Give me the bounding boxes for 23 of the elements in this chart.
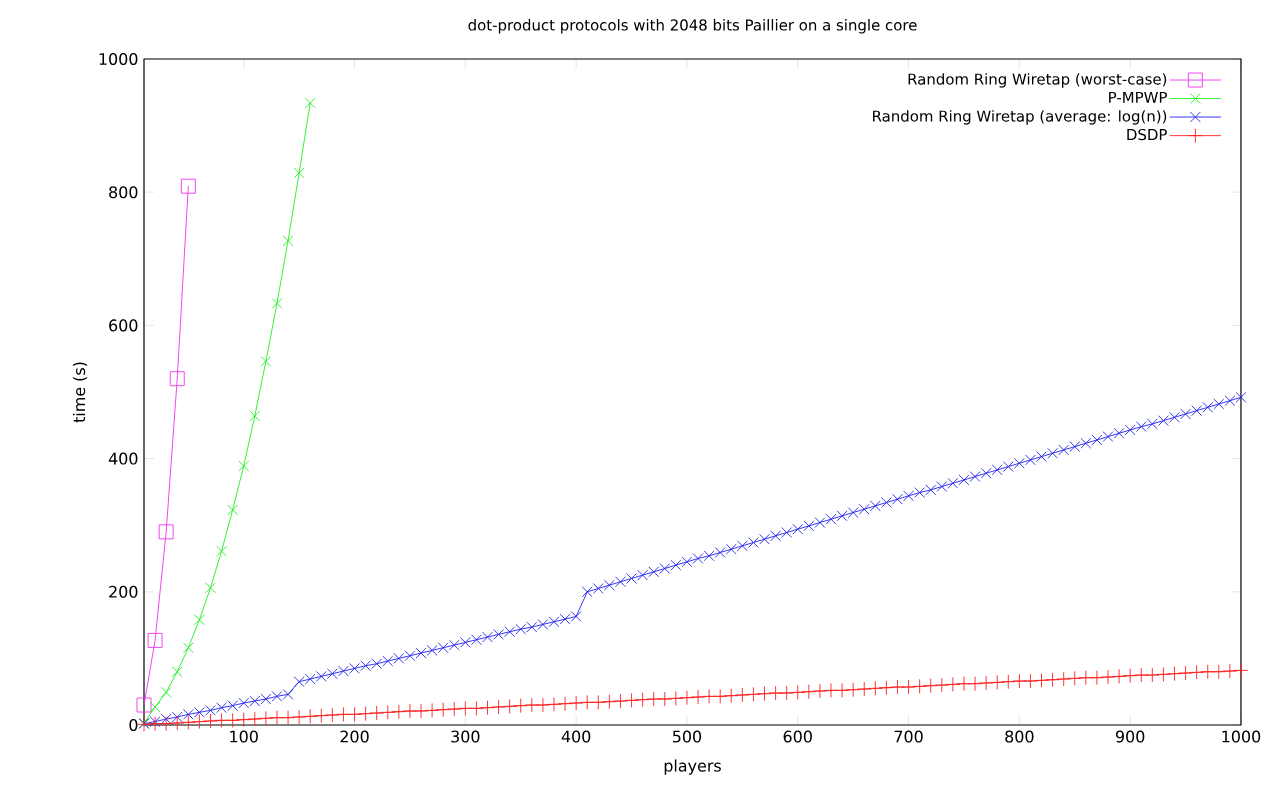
y-tick-label: 400 (108, 452, 138, 465)
x-tick-label: 300 (451, 730, 480, 743)
legend-label: Random Ring Wiretap (average: log(n)) (873, 110, 1167, 125)
chart-title: dot-product protocols with 2048 bits Paillier on a single core (468, 19, 917, 34)
x-tick-label: 500 (672, 730, 702, 743)
legend-label: P-MPWP (1109, 91, 1167, 103)
y-tick-label: 800 (109, 186, 138, 199)
x-tick-label: 800 (1005, 730, 1034, 743)
x-tick-label: 600 (783, 730, 812, 743)
x-tick-label: 400 (561, 730, 591, 743)
y-tick-label: 1000 (99, 52, 138, 66)
y-tick-label: 200 (109, 585, 138, 598)
x-tick-label: 1000 (1222, 730, 1261, 743)
x-tick-label: 900 (1115, 730, 1145, 743)
x-tick-label: 700 (894, 730, 923, 743)
y-tick-label: 600 (109, 319, 138, 332)
y-axis-title: time (s) (72, 362, 88, 423)
x-tick-label: 200 (340, 730, 369, 743)
legend-label: Random Ring Wiretap (worst-case) (908, 73, 1167, 88)
x-axis-title: players (664, 759, 721, 775)
legend-label: DSDP (1127, 128, 1167, 141)
x-tick-label: 100 (230, 730, 258, 743)
y-tick-label: 0 (129, 718, 138, 732)
